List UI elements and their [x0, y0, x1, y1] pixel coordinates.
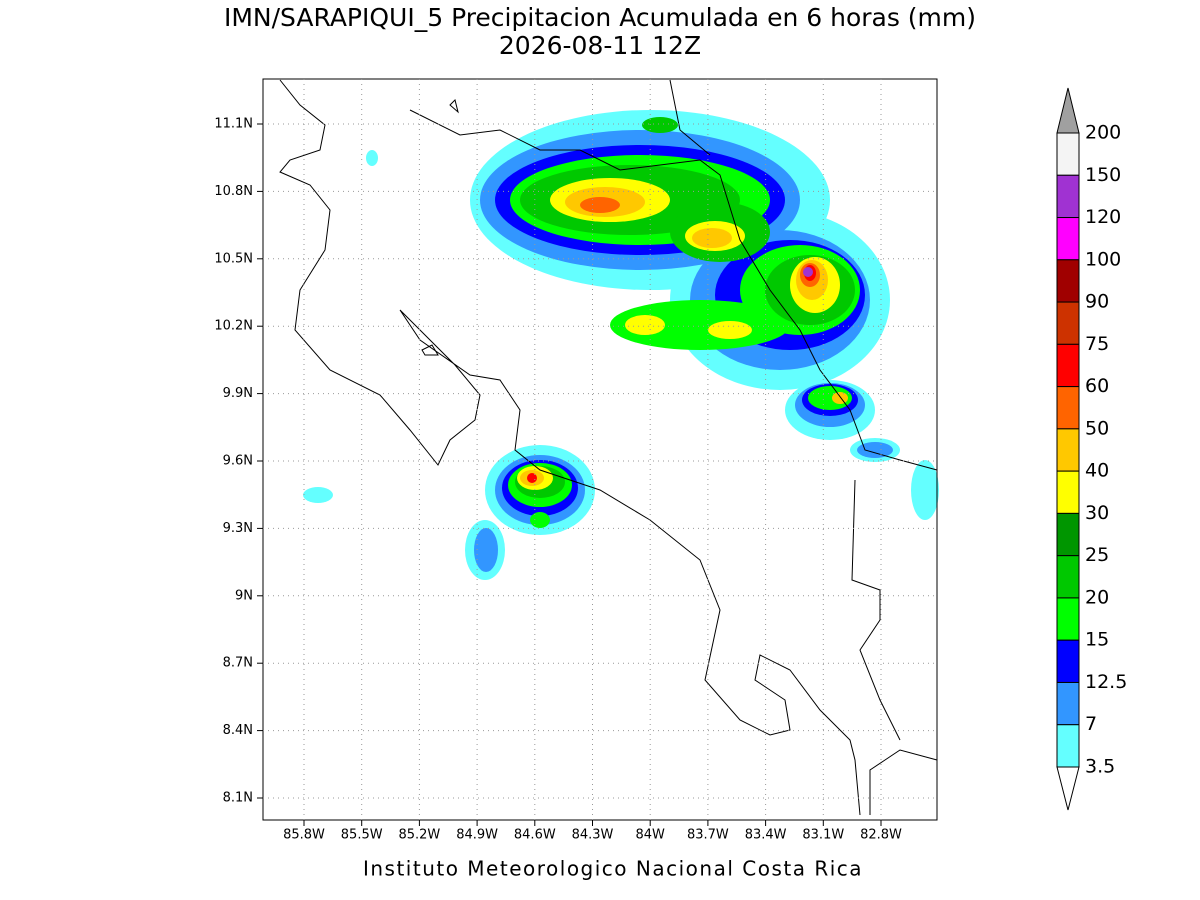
- colorbar-box: [1056, 639, 1080, 683]
- lat-label: 9.9N: [223, 386, 253, 401]
- colorbar-box: [1056, 301, 1080, 345]
- lon-label: 83.7W: [687, 828, 729, 843]
- coastline: [279, 79, 938, 816]
- colorbar-label: 50: [1085, 417, 1109, 439]
- lon-label: 84.6W: [514, 828, 556, 843]
- colorbar-label: 20: [1085, 586, 1109, 608]
- lat-label: 8.4N: [223, 723, 253, 738]
- colorbar-label: 30: [1085, 502, 1109, 524]
- lat-label: 11.1N: [214, 117, 253, 132]
- map-frame: [262, 78, 938, 821]
- colorbar-label: 25: [1085, 544, 1109, 566]
- lon-label: 85.5W: [341, 828, 383, 843]
- colorbar-box: [1056, 174, 1080, 219]
- title: IMN/SARAPIQUI_5 Precipitacion Acumulada …: [224, 3, 976, 32]
- colorbar-under: [1056, 766, 1080, 811]
- colorbar-label: 15: [1085, 629, 1109, 651]
- colorbar-label: 12.5: [1085, 671, 1127, 693]
- lon-label: 83.4W: [745, 828, 787, 843]
- colorbar-label: 3.5: [1085, 756, 1115, 778]
- lat-label: 8.7N: [223, 656, 253, 671]
- colorbar-label: 75: [1085, 333, 1109, 355]
- colorbar-label: 40: [1085, 460, 1109, 482]
- footer: Instituto Meteorologico Nacional Costa R…: [363, 857, 863, 881]
- lon-label: 85.2W: [398, 828, 440, 843]
- colorbar-box: [1056, 259, 1080, 303]
- colorbar-box: [1056, 386, 1080, 430]
- colorbar-box: [1056, 597, 1080, 641]
- colorbar-box: [1056, 555, 1080, 599]
- precipitation-field: [303, 110, 939, 580]
- lon-label: 84.3W: [572, 828, 614, 843]
- lat-label: 8.1N: [223, 791, 253, 806]
- colorbar-box: [1056, 724, 1080, 768]
- lon-label: 82.8W: [860, 828, 902, 843]
- subtitle: 2026-08-11 12Z: [499, 31, 701, 60]
- colorbar-label: 200: [1085, 122, 1121, 144]
- lat-label: 9.6N: [223, 454, 253, 469]
- colorbar-box: [1056, 132, 1080, 176]
- colorbar-box: [1056, 681, 1080, 726]
- colorbar-label: 150: [1085, 164, 1121, 186]
- colorbar-label: 7: [1085, 713, 1097, 735]
- lon-label: 85.8W: [283, 828, 325, 843]
- lat-label: 10.5N: [214, 251, 253, 266]
- lon-label: 84W: [635, 828, 665, 843]
- colorbar-box: [1056, 343, 1080, 388]
- colorbar-over: [1056, 87, 1080, 134]
- lon-label: 84.9W: [456, 828, 498, 843]
- lat-label: 9N: [235, 588, 253, 603]
- lat-label: 9.3N: [223, 521, 253, 536]
- lat-label: 10.8N: [214, 184, 253, 199]
- colorbar-label: 90: [1085, 291, 1109, 313]
- colorbar-box: [1056, 470, 1080, 514]
- colorbar-box: [1056, 512, 1080, 557]
- colorbar-box: [1056, 428, 1080, 472]
- colorbar-label: 100: [1085, 248, 1121, 270]
- colorbar-label: 120: [1085, 206, 1121, 228]
- lat-label: 10.2N: [214, 319, 253, 334]
- lon-label: 83.1W: [802, 828, 844, 843]
- colorbar-box: [1056, 217, 1080, 261]
- colorbar-label: 60: [1085, 375, 1109, 397]
